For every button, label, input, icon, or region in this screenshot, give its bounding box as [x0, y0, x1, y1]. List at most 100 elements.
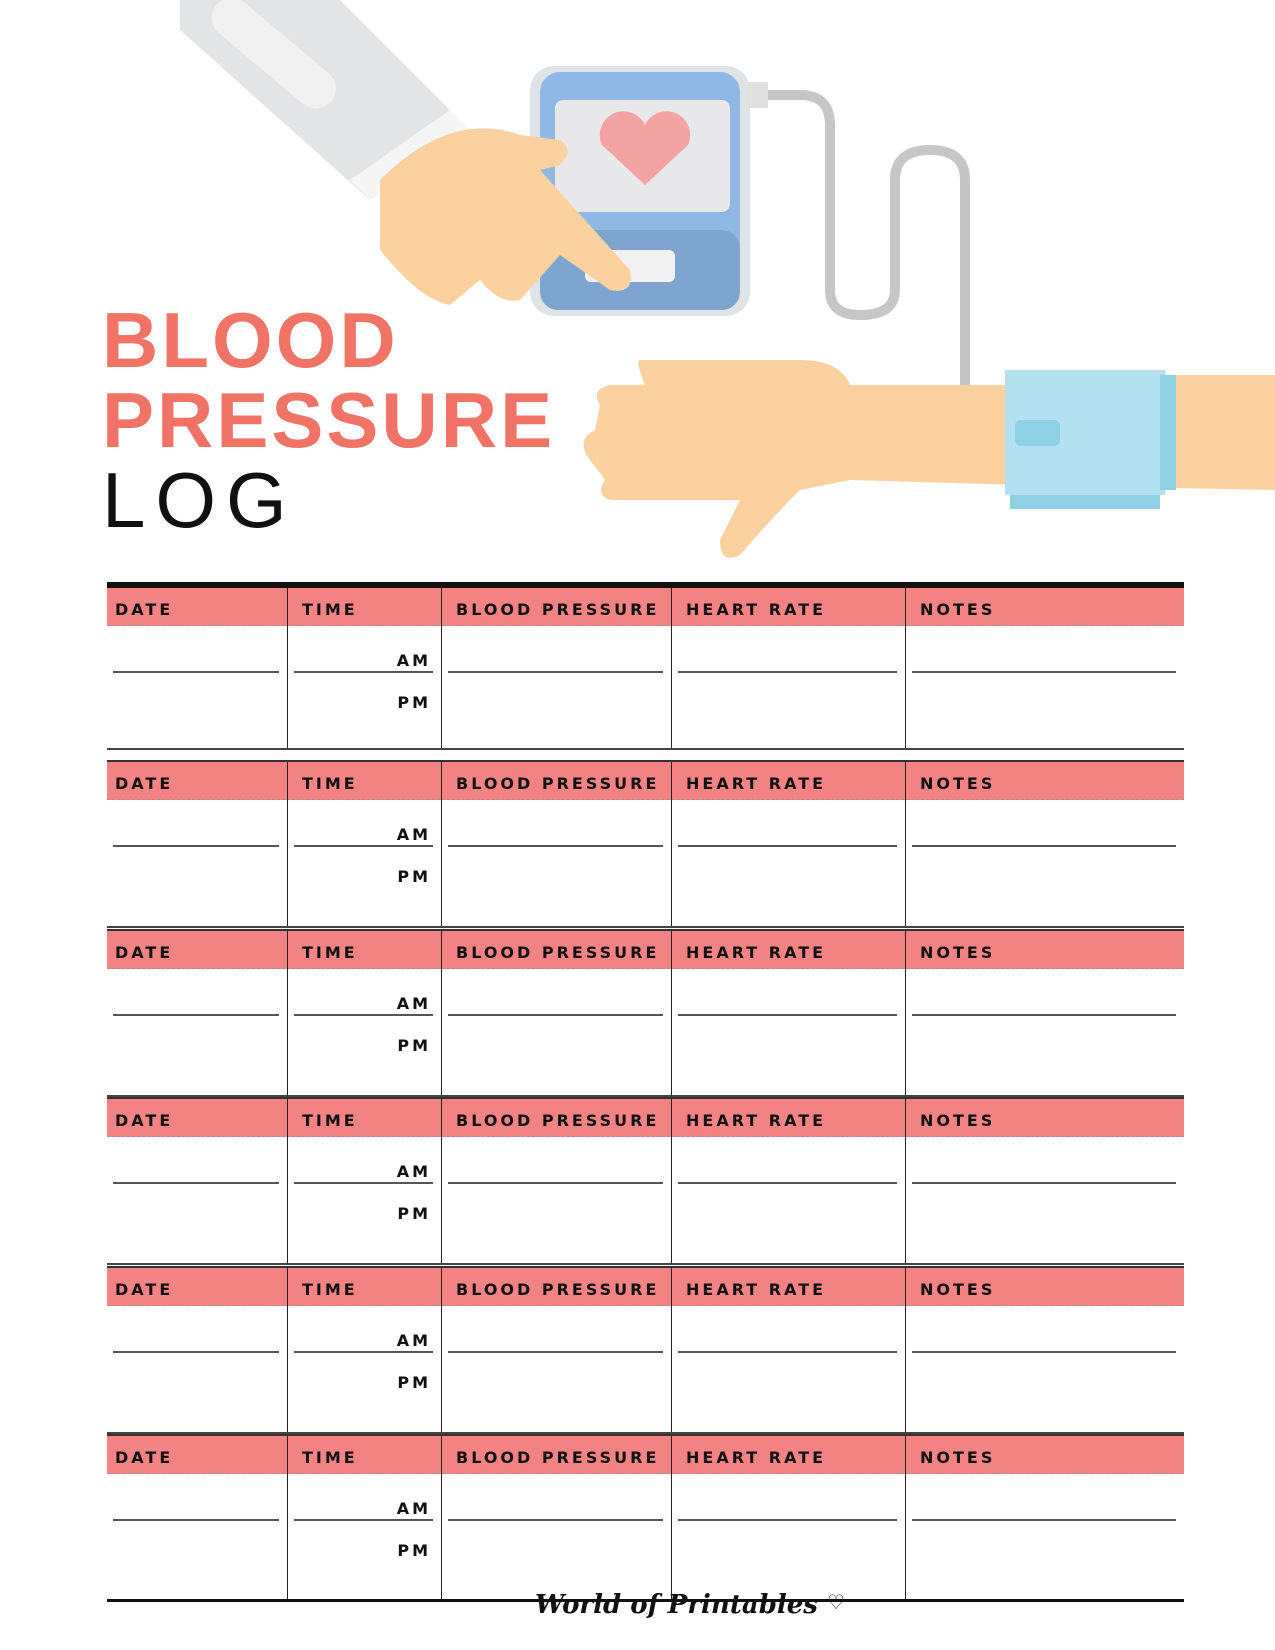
- heart-rate-am-entry-line[interactable]: [678, 671, 897, 673]
- heart-rate-am-entry-line[interactable]: [678, 1519, 897, 1521]
- column-header-heart-rate: HEART RATE: [686, 1111, 827, 1130]
- date-am-entry-line[interactable]: [113, 1351, 279, 1353]
- time-am-entry-line[interactable]: [294, 671, 433, 673]
- column-time: TIME AM PM: [287, 1436, 441, 1599]
- header-row: [107, 931, 1184, 969]
- notes-am-entry-line[interactable]: [912, 1519, 1176, 1521]
- column-date: DATE: [107, 931, 287, 1095]
- column-time: TIME AM PM: [287, 1099, 441, 1263]
- am-label: AM: [396, 825, 431, 844]
- pm-label: PM: [397, 693, 431, 712]
- column-header-heart-rate: HEART RATE: [686, 774, 827, 793]
- log-entry-block: DATE TIME AM PM BLOOD PRESSURE HEART RAT…: [107, 929, 1184, 1097]
- time-am-entry-line[interactable]: [294, 1351, 433, 1353]
- column-date: DATE: [107, 1268, 287, 1432]
- column-blood-pressure: BLOOD PRESSURE: [441, 762, 671, 926]
- blood-pressure-am-entry-line[interactable]: [448, 1519, 663, 1521]
- column-time: TIME AM PM: [287, 762, 441, 926]
- blood-pressure-am-entry-line[interactable]: [448, 671, 663, 673]
- brand-logo-text: World of Printables: [535, 1590, 818, 1620]
- header-row: [107, 1099, 1184, 1137]
- notes-am-entry-line[interactable]: [912, 1182, 1176, 1184]
- column-header-time: TIME: [302, 1448, 358, 1467]
- date-am-entry-line[interactable]: [113, 1182, 279, 1184]
- column-header-date: DATE: [115, 1111, 174, 1130]
- column-header-time: TIME: [302, 1111, 358, 1130]
- column-time: TIME AM PM: [287, 588, 441, 748]
- column-notes: NOTES: [905, 762, 1184, 926]
- log-entry-block: DATE TIME AM PM BLOOD PRESSURE HEART RAT…: [107, 1097, 1184, 1265]
- column-header-time: TIME: [302, 1280, 358, 1299]
- pm-label: PM: [397, 1541, 431, 1560]
- date-am-entry-line[interactable]: [113, 845, 279, 847]
- column-heart-rate: HEART RATE: [671, 1268, 905, 1432]
- heart-rate-am-entry-line[interactable]: [678, 1014, 897, 1016]
- column-header-notes: NOTES: [920, 600, 996, 619]
- heart-rate-am-entry-line[interactable]: [678, 1182, 897, 1184]
- column-time: TIME AM PM: [287, 931, 441, 1095]
- column-header-blood-pressure: BLOOD PRESSURE: [456, 600, 660, 619]
- notes-am-entry-line[interactable]: [912, 1351, 1176, 1353]
- date-am-entry-line[interactable]: [113, 1519, 279, 1521]
- pm-label: PM: [397, 1204, 431, 1223]
- title-line-pressure: PRESSURE: [102, 376, 556, 464]
- blood-pressure-am-entry-line[interactable]: [448, 1014, 663, 1016]
- heart-outline-icon: ♡: [827, 1590, 845, 1614]
- column-date: DATE: [107, 1436, 287, 1599]
- notes-am-entry-line[interactable]: [912, 671, 1176, 673]
- am-label: AM: [396, 651, 431, 670]
- column-heart-rate: HEART RATE: [671, 588, 905, 748]
- pm-label: PM: [397, 867, 431, 886]
- column-date: DATE: [107, 762, 287, 926]
- column-blood-pressure: BLOOD PRESSURE: [441, 1436, 671, 1599]
- log-entry-block: DATE TIME AM PM BLOOD PRESSURE HEART RAT…: [107, 1266, 1184, 1434]
- column-header-date: DATE: [115, 1280, 174, 1299]
- column-heart-rate: HEART RATE: [671, 1099, 905, 1263]
- am-label: AM: [396, 1499, 431, 1518]
- time-am-entry-line[interactable]: [294, 1182, 433, 1184]
- time-am-entry-line[interactable]: [294, 1014, 433, 1016]
- header-row: [107, 762, 1184, 800]
- column-header-notes: NOTES: [920, 1448, 996, 1467]
- date-am-entry-line[interactable]: [113, 671, 279, 673]
- column-header-blood-pressure: BLOOD PRESSURE: [456, 1280, 660, 1299]
- title-line-log: LOG: [102, 456, 297, 544]
- blood-pressure-am-entry-line[interactable]: [448, 1351, 663, 1353]
- column-time: TIME AM PM: [287, 1268, 441, 1432]
- page-title: BLOOD PRESSURE LOG: [102, 300, 555, 540]
- notes-am-entry-line[interactable]: [912, 845, 1176, 847]
- am-label: AM: [396, 994, 431, 1013]
- heart-rate-am-entry-line[interactable]: [678, 1351, 897, 1353]
- column-header-time: TIME: [302, 943, 358, 962]
- column-blood-pressure: BLOOD PRESSURE: [441, 931, 671, 1095]
- log-entry-block: DATE TIME AM PM BLOOD PRESSURE HEART RAT…: [107, 760, 1184, 928]
- column-header-notes: NOTES: [920, 774, 996, 793]
- blood-pressure-am-entry-line[interactable]: [448, 1182, 663, 1184]
- heart-rate-am-entry-line[interactable]: [678, 845, 897, 847]
- column-date: DATE: [107, 1099, 287, 1263]
- column-notes: NOTES: [905, 931, 1184, 1095]
- time-am-entry-line[interactable]: [294, 1519, 433, 1521]
- column-header-heart-rate: HEART RATE: [686, 600, 827, 619]
- time-am-entry-line[interactable]: [294, 845, 433, 847]
- column-blood-pressure: BLOOD PRESSURE: [441, 1099, 671, 1263]
- header-row: [107, 1436, 1184, 1474]
- pm-label: PM: [397, 1373, 431, 1392]
- column-blood-pressure: BLOOD PRESSURE: [441, 1268, 671, 1432]
- notes-am-entry-line[interactable]: [912, 1014, 1176, 1016]
- column-header-date: DATE: [115, 943, 174, 962]
- column-header-blood-pressure: BLOOD PRESSURE: [456, 774, 660, 793]
- column-header-date: DATE: [115, 600, 174, 619]
- column-date: DATE: [107, 588, 287, 748]
- column-notes: NOTES: [905, 1436, 1184, 1599]
- title-line-blood: BLOOD: [102, 296, 399, 384]
- log-entry-block: DATE TIME AM PM BLOOD PRESSURE HEART RAT…: [107, 1434, 1184, 1602]
- column-header-blood-pressure: BLOOD PRESSURE: [456, 943, 660, 962]
- blood-pressure-am-entry-line[interactable]: [448, 845, 663, 847]
- column-header-notes: NOTES: [920, 943, 996, 962]
- column-notes: NOTES: [905, 1099, 1184, 1263]
- date-am-entry-line[interactable]: [113, 1014, 279, 1016]
- column-heart-rate: HEART RATE: [671, 931, 905, 1095]
- column-notes: NOTES: [905, 1268, 1184, 1432]
- column-heart-rate: HEART RATE: [671, 762, 905, 926]
